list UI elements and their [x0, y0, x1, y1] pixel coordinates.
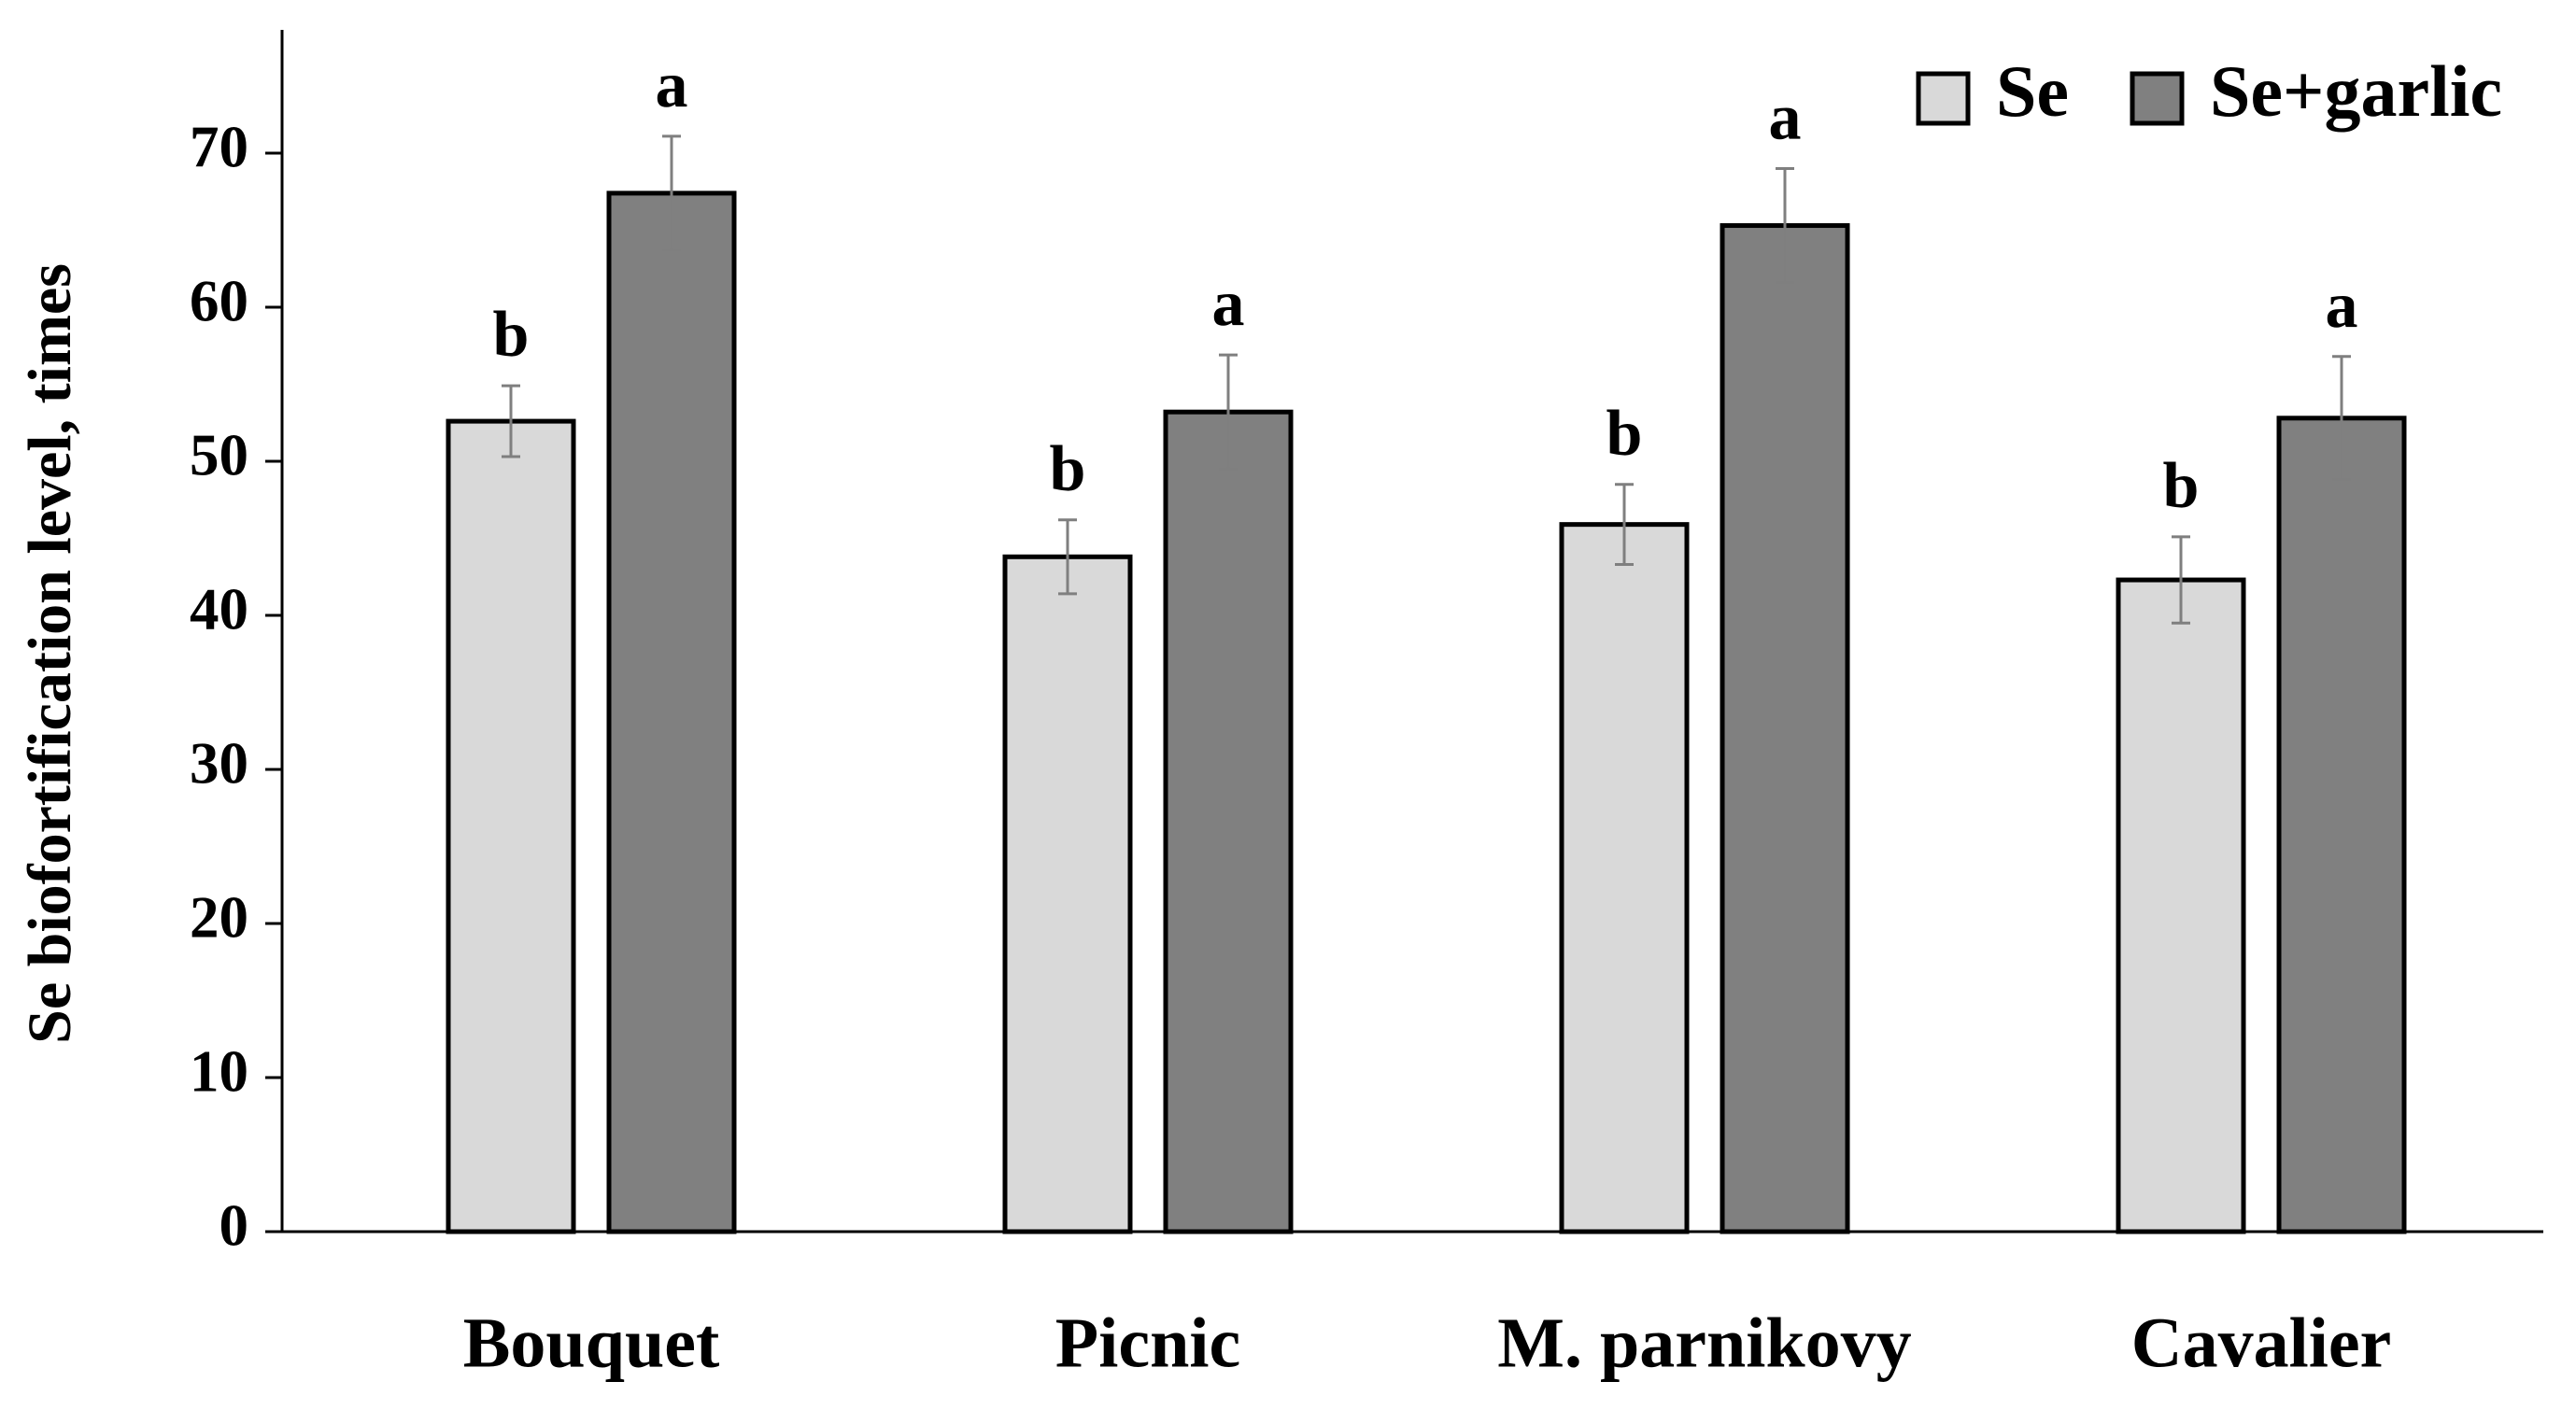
x-tick-label: Bouquet — [463, 1304, 720, 1382]
error-bar — [502, 384, 520, 458]
x-tick-label: Cavalier — [2131, 1304, 2392, 1382]
significance-label: a — [2326, 270, 2358, 342]
significance-label: b — [1606, 398, 1643, 470]
legend-label: Se — [1996, 50, 2069, 132]
significance-label: a — [1769, 82, 1802, 154]
y-tick-label: 40 — [190, 576, 248, 642]
significance-label: a — [1212, 268, 1245, 340]
y-tick-label: 60 — [190, 268, 248, 333]
bar — [1002, 554, 1133, 1234]
bar — [1163, 409, 1294, 1234]
significance-label: b — [1050, 433, 1086, 505]
y-tick-label: 20 — [190, 884, 248, 950]
legend-swatch — [1916, 71, 1971, 126]
y-tick-label: 10 — [190, 1038, 248, 1104]
significance-label: a — [656, 49, 688, 121]
bar — [446, 418, 576, 1234]
x-tick-label: Picnic — [1055, 1304, 1240, 1382]
significance-label: b — [493, 299, 530, 371]
error-bar — [2332, 355, 2351, 482]
y-tick-label: 0 — [219, 1192, 249, 1258]
error-bar — [2172, 535, 2190, 625]
legend-swatch — [2130, 71, 2185, 126]
bar — [1559, 522, 1690, 1234]
error-bar — [1776, 167, 1794, 285]
bar — [1720, 223, 1850, 1234]
y-tick-label: 50 — [190, 422, 248, 487]
x-tick-label: M. parnikovy — [1497, 1304, 1911, 1382]
error-bar — [1058, 518, 1077, 596]
error-bar — [1219, 353, 1238, 471]
error-bar — [662, 134, 681, 252]
bar — [2276, 416, 2407, 1234]
y-tick-label: 70 — [190, 114, 248, 179]
y-axis-label: Se biofortification level, times — [16, 263, 84, 1044]
significance-label: b — [2163, 450, 2200, 522]
y-tick-label: 30 — [190, 730, 248, 796]
legend-label: Se+garlic — [2210, 50, 2502, 132]
error-bar — [1615, 483, 1634, 567]
bar — [2116, 577, 2246, 1234]
bar — [606, 190, 737, 1234]
